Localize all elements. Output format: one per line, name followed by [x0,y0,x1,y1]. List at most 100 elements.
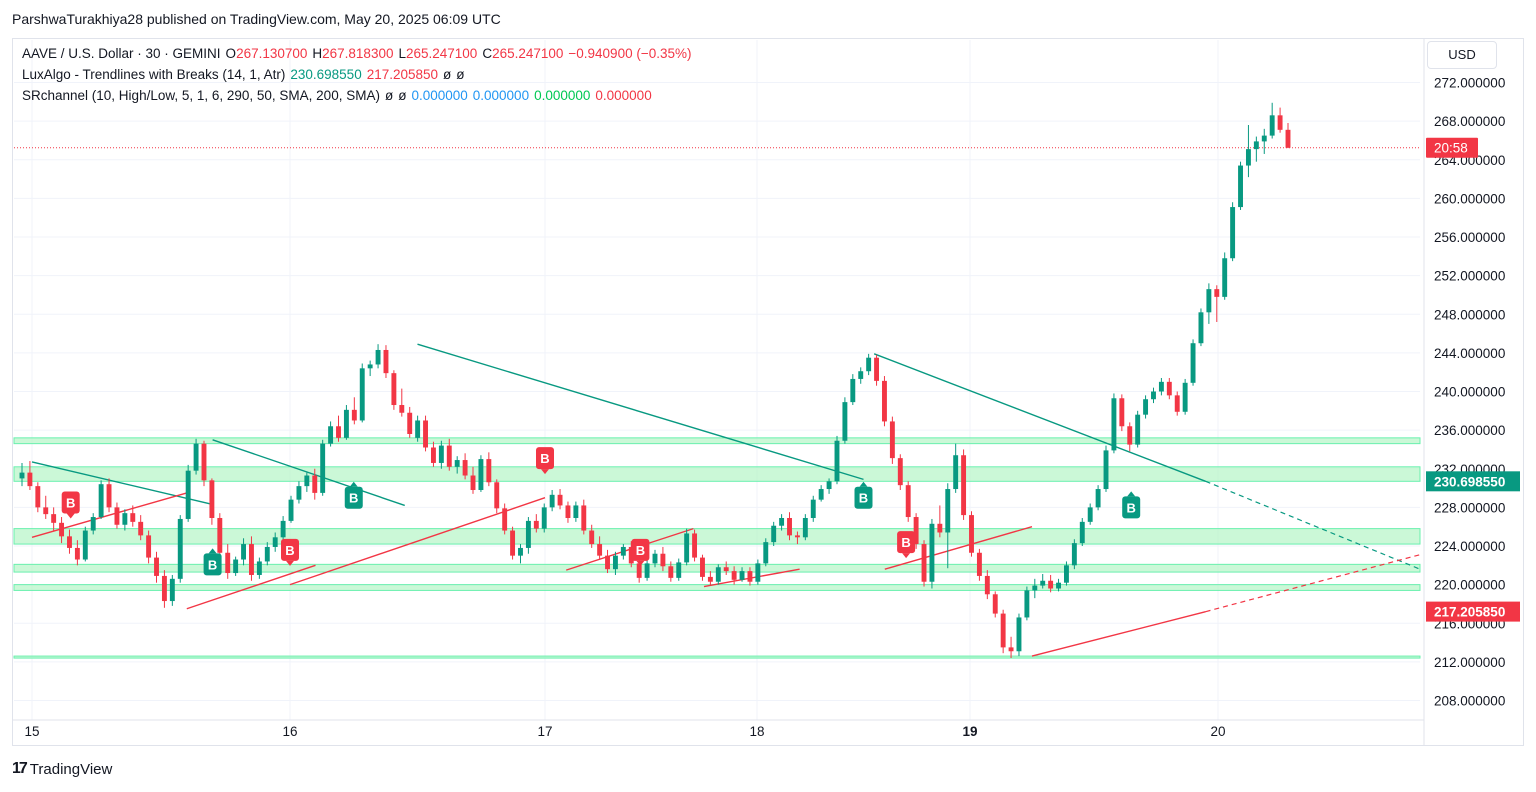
candle [407,406,413,438]
candle-body [1198,312,1204,344]
candle-body [1166,381,1172,396]
candle [446,438,452,471]
candle [668,561,674,582]
candle-body [763,542,769,564]
candle-body [707,576,713,582]
indicator2-name[interactable]: SRchannel (10, High/Low, 5, 1, 6, 290, 5… [22,88,380,103]
upper-trend-badge-bg [1426,471,1520,492]
candle-body [1151,391,1156,400]
candle [138,515,144,541]
legend-high-label: H [312,46,323,61]
candle-body [747,571,753,582]
indicator2-value-1: 0.000000 [411,88,468,103]
candle [525,517,531,554]
candle [225,544,231,579]
candle [209,478,215,525]
candle [1024,586,1030,621]
candle-body [874,357,880,381]
price-tick-label: 236.000000 [1434,423,1505,438]
candle-body [272,537,278,547]
candle-body [1127,426,1133,445]
candle-body [612,555,618,570]
legend-indicator-trendlines: LuxAlgo - Trendlines with Breaks (14, 1,… [22,67,470,82]
candle [787,512,792,541]
tradingview-logo-mark: 17 [12,760,28,777]
signal-pointer [208,548,217,554]
candle [1214,285,1220,322]
signal-pointer [286,560,294,566]
candle-body [976,552,982,576]
candle [929,518,935,589]
signal-label: B [1127,500,1136,515]
countdown-label: 20:58 [1434,141,1468,156]
candle [549,489,555,512]
candle-body [969,515,974,553]
candle-body [494,482,500,509]
candle [288,495,294,523]
legend-symbol[interactable]: AAVE / U.S. Dollar · 30 · GEMINI [22,46,221,61]
candle-body [264,546,270,562]
candle-body [367,364,373,369]
candle-body [225,552,231,574]
signal-label: B [66,496,75,511]
sr-channel-band [13,437,1421,445]
candle-body [826,481,832,490]
candle-body [628,546,634,564]
indicator2-value-2: 0.000000 [472,88,530,103]
candle-body [169,578,175,602]
candle [233,556,239,576]
candle [984,570,990,600]
candle [82,526,88,562]
legend-close-value: 265.247100 [492,46,564,61]
candle [27,461,33,490]
candle-body [288,499,294,521]
candle-body [43,507,49,515]
candle-body [98,484,104,518]
candle [533,514,539,533]
candle [707,571,713,586]
candle [779,514,785,531]
indicator2-na-2: ø [398,88,407,103]
legend-low-label: L [398,46,406,61]
candle [676,558,682,581]
tradingview-logo[interactable]: 17 TradingView [12,760,112,778]
candle-body [59,522,65,537]
indicator2-na-1: ø [384,88,394,103]
indicator1-name[interactable]: LuxAlgo - Trendlines with Breaks (14, 1,… [22,67,286,82]
candle [771,521,777,546]
candle [185,464,191,522]
candle-body [953,455,959,490]
candle-body [1214,289,1220,297]
candle-body [589,530,595,545]
candle [1158,377,1164,396]
price-tick-label: 240.000000 [1434,385,1505,400]
buy-break-signal: B [203,548,222,576]
candle [905,481,911,522]
candle-body [280,520,286,538]
candle [660,546,666,572]
candle [1032,578,1038,599]
candle-body [249,544,254,575]
candle-body [1143,399,1149,415]
price-tick-label: 228.000000 [1434,500,1505,515]
trendline-layer [14,147,1421,657]
candle [43,495,49,519]
signal-label: B [285,543,294,558]
candle [913,513,919,549]
candle [1040,574,1046,589]
candle-body [668,566,674,578]
currency-selector[interactable]: USD [1427,41,1497,69]
candle-body [415,420,421,438]
legend-low-value: 265.247100 [405,46,478,61]
chart-frame[interactable] [12,38,1524,746]
candle-body [82,530,88,560]
candle [51,507,57,531]
candle [1119,394,1125,432]
candle-body [961,455,967,516]
price-tick-label: 272.000000 [1434,76,1505,91]
candle [161,570,167,608]
candle [644,559,650,581]
candle [652,549,658,568]
signal-label: B [540,451,549,466]
